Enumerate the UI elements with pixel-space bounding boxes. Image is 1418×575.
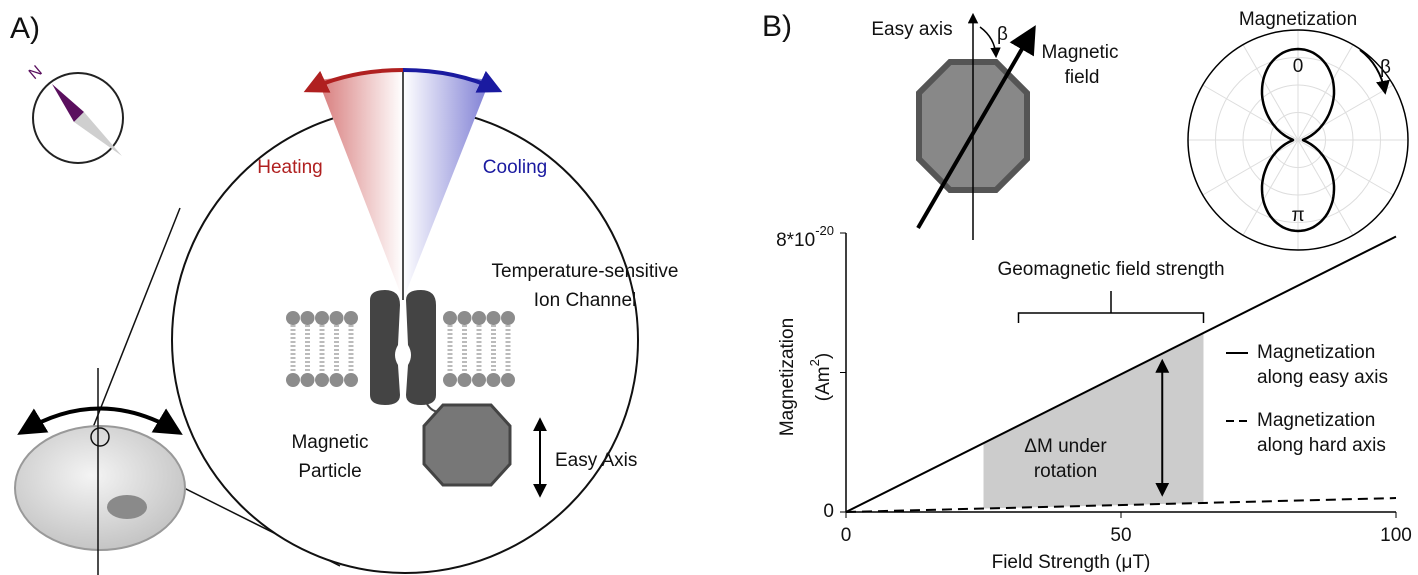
polar-angle: π (1291, 205, 1304, 226)
nucleus (107, 495, 147, 519)
y-axis-label-part: ) (813, 353, 834, 359)
lipid-head (501, 373, 515, 387)
polar-beta: β (1380, 57, 1391, 78)
membrane (286, 311, 515, 387)
field-arrow (916, 25, 1036, 230)
heating-cone (318, 70, 403, 300)
lipid-head (457, 373, 472, 387)
field-label: Magnetic (1041, 42, 1118, 63)
x-axis-label: Field Strength (μT) (992, 552, 1151, 573)
series-line (845, 235, 1397, 513)
y-axis-label-part: 2 (807, 359, 822, 366)
compass-needle (74, 112, 122, 156)
y-tick-label-base: 8*10 (776, 230, 815, 251)
channel-label: Temperature-sensitive (492, 261, 679, 282)
rotation-arrow (17, 406, 183, 435)
x-tick-label: 0 (841, 525, 852, 546)
y-axis-label: Magnetization (777, 318, 798, 436)
y-axis-label-part: (Am (813, 366, 834, 401)
beta-label: β (997, 24, 1008, 45)
magnetic-particle (422, 403, 512, 487)
heating-arrow (303, 68, 404, 93)
lipid-head (486, 373, 501, 387)
shaded-label: rotation (1034, 461, 1097, 482)
panel-label: A) (10, 12, 40, 45)
polar-angle: 0 (1293, 56, 1304, 77)
x-tick-label: 50 (1110, 525, 1131, 546)
easy-axis-label: Easy Axis (555, 450, 637, 471)
polar-curve (1260, 47, 1336, 233)
lipid-head (443, 373, 457, 387)
legend-label: Magnetization along easy axis (1257, 342, 1388, 388)
lipid-head (286, 311, 300, 325)
y-tick-label-exp: -20 (815, 223, 834, 238)
lipid-head (329, 373, 344, 387)
polar-title: Magnetization (1239, 9, 1357, 30)
y-axis-label: (Am2) (807, 353, 834, 401)
compass-needle (52, 84, 84, 122)
heating-label: Heating (257, 157, 323, 178)
lipid-head (315, 311, 329, 325)
easy-axis-label: Easy axis (871, 19, 952, 40)
cooling-cone (403, 70, 490, 300)
panel-label: B) (762, 10, 792, 43)
lipid-head (329, 311, 344, 325)
lipid-head (486, 311, 501, 325)
y-axis-label-part: Magnetization (777, 318, 798, 436)
legend-label: Magnetization along hard axis (1257, 410, 1386, 456)
field-label: field (1065, 67, 1100, 88)
bracket (1017, 291, 1205, 323)
lipid-head (443, 311, 457, 325)
cooling-label: Cooling (483, 157, 547, 178)
y-tick-label: 0 (823, 501, 834, 522)
lipid-head (286, 373, 300, 387)
particle-label: Particle (298, 461, 361, 482)
lipid-head (501, 311, 515, 325)
cooling-arrow (402, 68, 503, 93)
lipid-head (472, 311, 486, 325)
lipid-head (315, 373, 329, 387)
cell (14, 425, 186, 551)
x-tick-label: 100 (1380, 525, 1412, 546)
chart: ΔM under rotation Geomagnetic field streng… (776, 223, 1412, 573)
ion-channel (370, 290, 400, 405)
particle-label: Magnetic (291, 432, 368, 453)
lipid-head (472, 373, 486, 387)
shaded-label: ΔM under (1024, 436, 1107, 457)
bracket-label: Geomagnetic field strength (997, 259, 1224, 280)
lipid-head (457, 311, 472, 325)
series-line (845, 497, 1397, 513)
lipid-head (300, 311, 315, 325)
ion-channel (406, 290, 436, 405)
lipid-head (300, 373, 315, 387)
lipid-head (344, 373, 358, 387)
y-tick-label: 8*10-20 (776, 223, 834, 251)
panel-b: B) Easy axis β Magnetic field Magnetizat… (762, 9, 1409, 251)
compass-label: N (26, 63, 46, 83)
shaded-region (983, 332, 1204, 509)
polar-plot (1187, 29, 1409, 251)
panel-a: A) N Heating Cooling Temperature-sensiti… (10, 12, 678, 575)
channel-label: Ion Channel (534, 290, 636, 311)
lipid-head (344, 311, 358, 325)
